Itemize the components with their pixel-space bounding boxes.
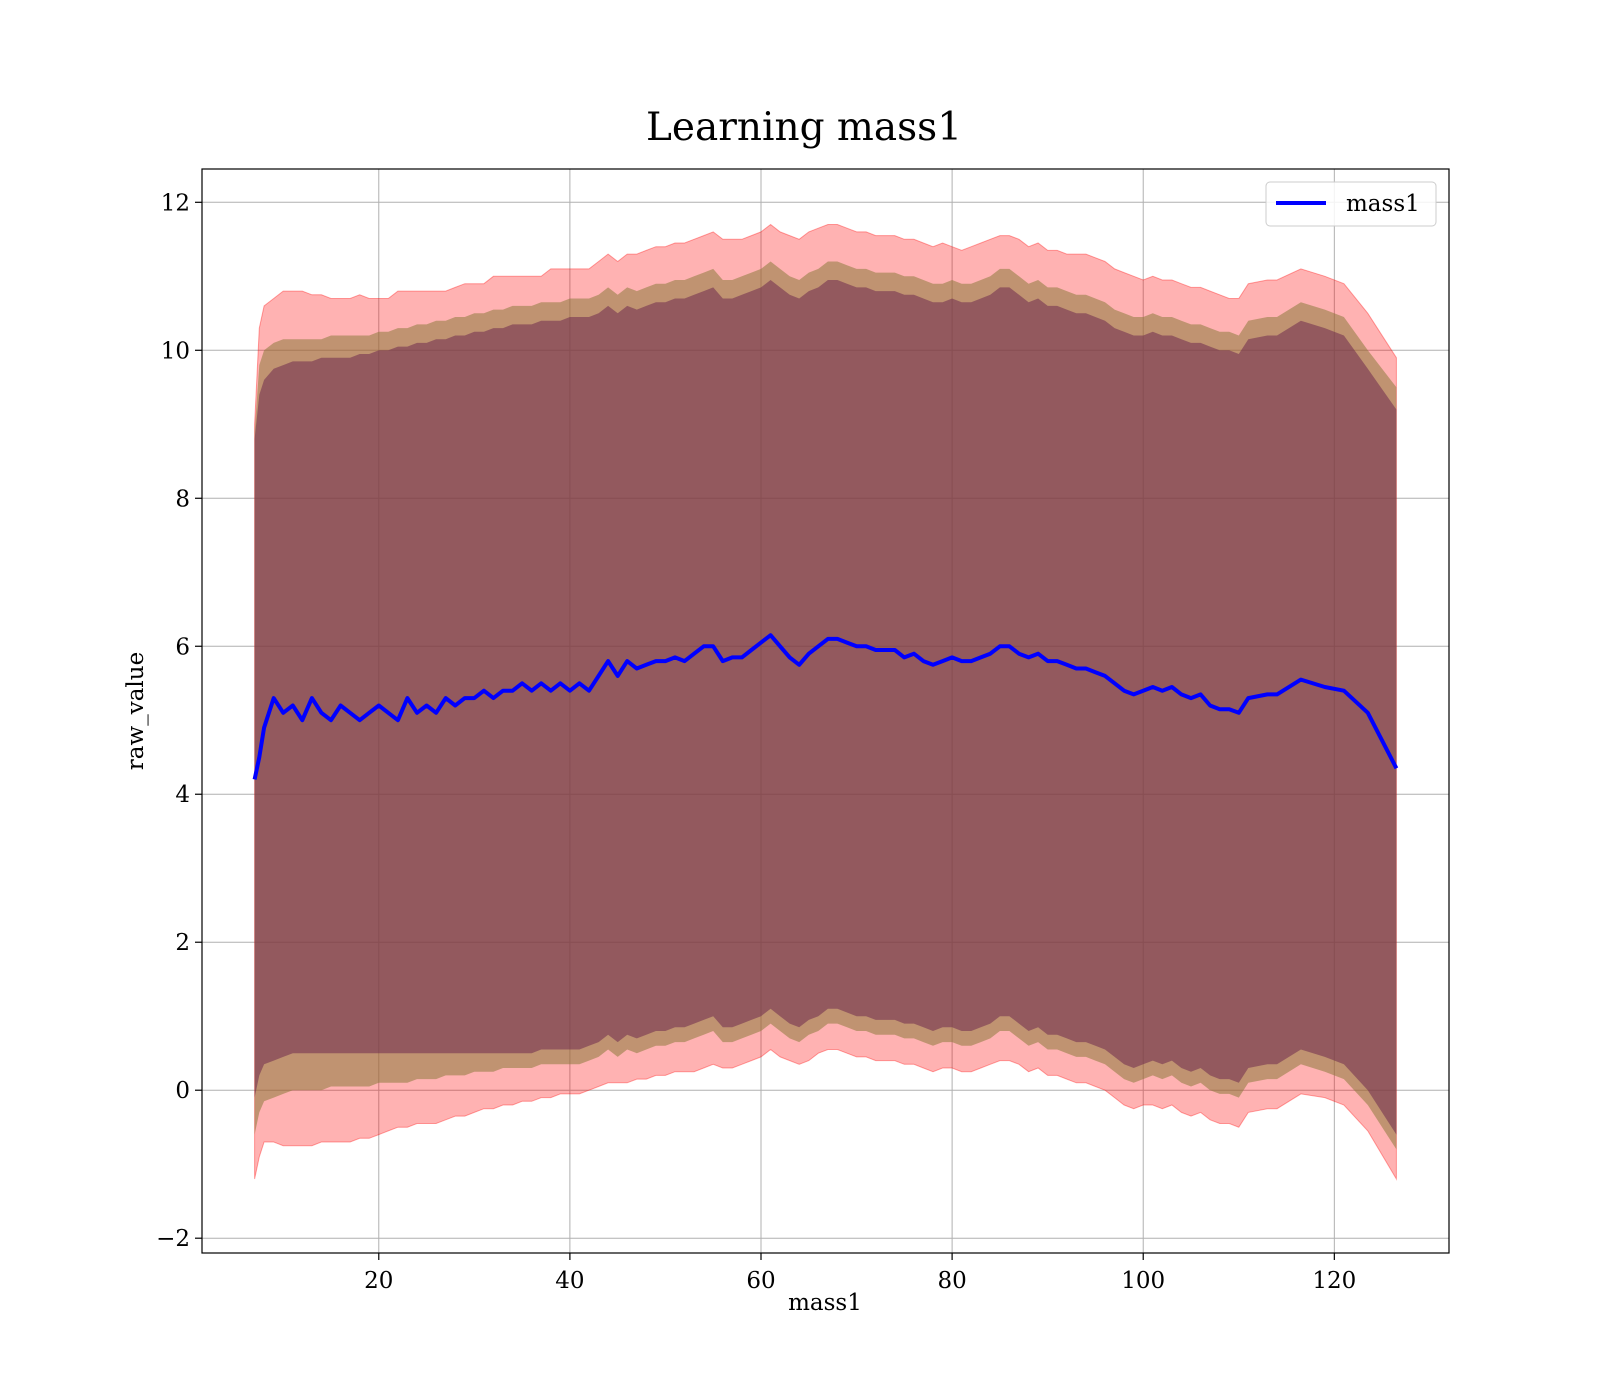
x-tick-label: 60 bbox=[746, 1268, 775, 1294]
legend-label-mass1: mass1 bbox=[1346, 191, 1420, 217]
y-tick-label: 6 bbox=[175, 634, 190, 660]
y-tick-label: 4 bbox=[175, 782, 190, 808]
bands bbox=[254, 223, 1397, 1181]
plot-frame bbox=[201, 168, 1450, 1254]
x-tick-label: 120 bbox=[1312, 1268, 1356, 1294]
legend: mass1 bbox=[1265, 181, 1437, 227]
y-ticks: −2 0 2 4 6 8 10 12 bbox=[156, 190, 202, 1252]
y-tick-label: 2 bbox=[175, 930, 190, 956]
y-tick-label: 8 bbox=[175, 486, 190, 512]
y-tick-label: 12 bbox=[161, 190, 190, 216]
x-ticks: 20 40 60 80 100 120 bbox=[364, 1253, 1356, 1294]
series-lines bbox=[252, 633, 1399, 780]
y-tick-label: −2 bbox=[156, 1226, 190, 1252]
legend-box bbox=[1265, 181, 1437, 227]
x-tick-label: 100 bbox=[1121, 1268, 1165, 1294]
x-axis-label: mass1 bbox=[788, 1290, 862, 1316]
y-tick-label: 10 bbox=[161, 338, 190, 364]
x-tick-label: 80 bbox=[937, 1268, 966, 1294]
y-tick-label: 0 bbox=[175, 1078, 190, 1104]
x-tick-label: 20 bbox=[364, 1268, 393, 1294]
chart-title: Learning mass1 bbox=[646, 105, 962, 150]
band-inner bbox=[254, 280, 1397, 1135]
x-tick-label: 40 bbox=[555, 1268, 584, 1294]
series-line-mass1 bbox=[252, 633, 1399, 780]
y-axis-label: raw_value bbox=[123, 652, 149, 770]
